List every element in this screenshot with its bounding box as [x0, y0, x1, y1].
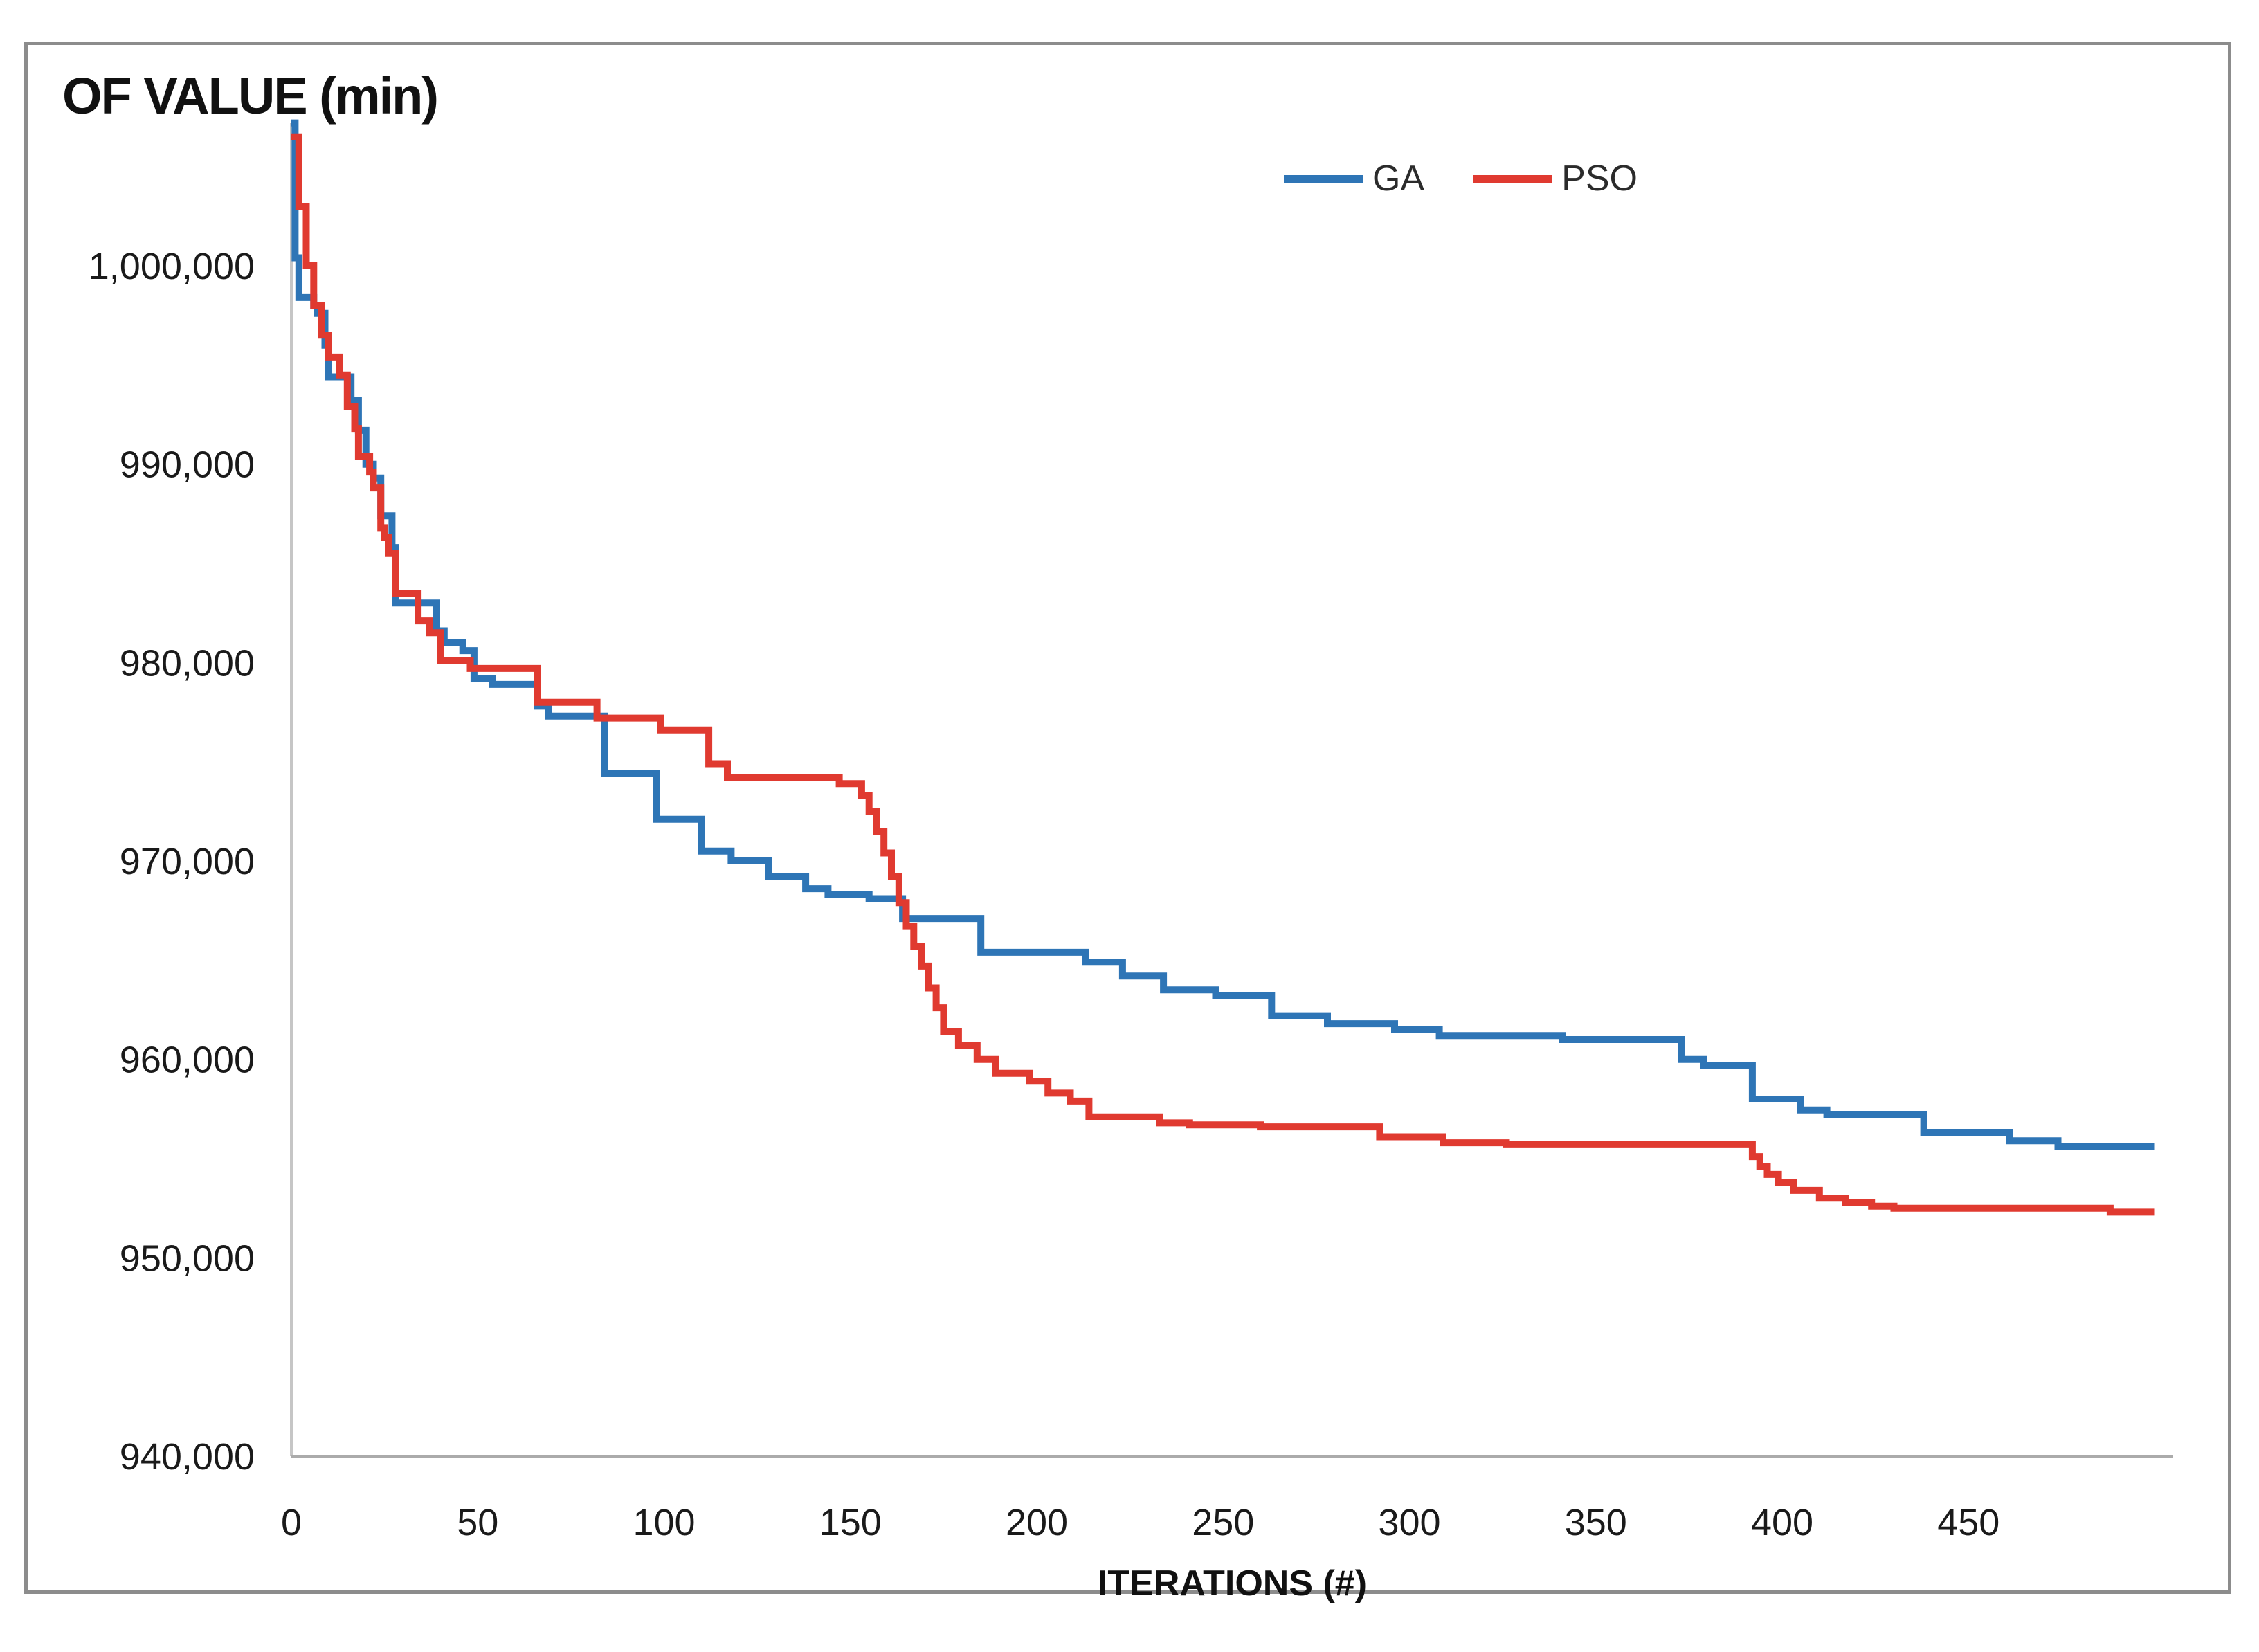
x-tick-label: 250	[1192, 1502, 1254, 1543]
y-tick-label: 960,000	[120, 1040, 255, 1081]
series-line-ga	[291, 119, 2155, 1150]
ga-line-swatch	[1284, 174, 1363, 183]
y-tick-label: 950,000	[120, 1237, 255, 1279]
chart-title: OF VALUE (min)	[62, 67, 439, 125]
x-tick-label: 100	[633, 1502, 695, 1543]
axes	[290, 123, 2173, 1458]
x-tick-label: 350	[1565, 1502, 1627, 1543]
legend-label-pso: PSO	[1561, 158, 1637, 199]
data-series	[291, 119, 2155, 1216]
figure-border	[24, 42, 2231, 1594]
series-line-pso	[291, 133, 2155, 1216]
x-axis-tick-labels: 0 50 100 150 200 250 300 350 400 450	[281, 1502, 1999, 1543]
x-tick-label: 400	[1751, 1502, 1813, 1543]
y-tick-label: 980,000	[120, 642, 255, 684]
y-tick-label: 940,000	[120, 1436, 255, 1478]
y-tick-label: 990,000	[120, 444, 255, 486]
legend-item-ga: GA	[1284, 158, 1424, 199]
y-tick-label: 1,000,000	[89, 246, 255, 287]
x-tick-label: 150	[819, 1502, 882, 1543]
legend: GA PSO	[1284, 158, 1637, 199]
x-tick-label: 50	[457, 1502, 498, 1543]
y-tick-label: 970,000	[120, 841, 255, 882]
pso-line-swatch	[1473, 174, 1552, 183]
x-tick-label: 300	[1378, 1502, 1440, 1543]
y-axis-tick-labels: 1,000,000 990,000 980,000 970,000 960,000 950…	[89, 246, 255, 1478]
x-axis-title: ITERATIONS (#)	[1097, 1563, 1368, 1604]
legend-label-ga: GA	[1372, 158, 1425, 199]
x-tick-label: 200	[1006, 1502, 1068, 1543]
x-tick-label: 450	[1937, 1502, 1999, 1543]
x-tick-label: 0	[281, 1502, 302, 1543]
legend-item-pso: PSO	[1473, 158, 1637, 199]
